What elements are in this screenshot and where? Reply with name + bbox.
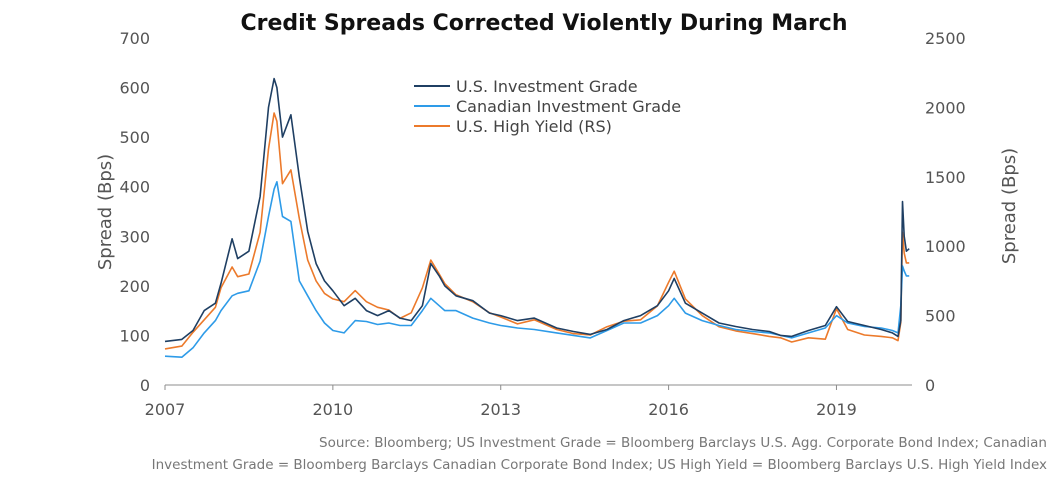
x-tick-label: 2019: [816, 400, 857, 419]
y-tick-left: 300: [119, 227, 150, 246]
y-tick-right: 500: [925, 307, 956, 326]
y-tick-left: 100: [119, 326, 150, 345]
x-tick-label: 2010: [313, 400, 354, 419]
series-line-0: [164, 77, 910, 343]
y-tick-left: 400: [119, 178, 150, 197]
y-tick-left: 700: [119, 29, 150, 48]
y-tick-right: 2500: [925, 29, 966, 48]
series-line-2: [164, 112, 910, 350]
x-axis-ticks: 2007 2010 2013 2016 2019: [145, 385, 857, 419]
legend-label: U.S. High Yield (RS): [456, 117, 612, 136]
y-tick-left: 0: [140, 376, 150, 395]
x-tick-label: 2016: [648, 400, 689, 419]
source-line-2: Investment Grade = Bloomberg Barclays Ca…: [152, 457, 1047, 473]
left-axis-ticks: 0 100 200 300 400 500 600 700: [119, 29, 150, 395]
series-line-1: [164, 181, 910, 359]
y-tick-left: 500: [119, 128, 150, 147]
y-tick-right: 0: [925, 376, 935, 395]
source-line-1: Source: Bloomberg; US Investment Grade =…: [319, 435, 1047, 451]
legend-label: Canadian Investment Grade: [456, 97, 681, 116]
y-axis-title-left: Spread (Bps): [95, 154, 116, 270]
y-axis-title-right: Spread (Bps): [999, 148, 1020, 264]
legend-label: U.S. Investment Grade: [456, 77, 638, 96]
series-lines: [164, 77, 910, 359]
x-tick-label: 2007: [145, 400, 186, 419]
chart-title: Credit Spreads Corrected Violently Durin…: [240, 11, 847, 36]
y-tick-left: 600: [119, 79, 150, 98]
y-tick-left: 200: [119, 277, 150, 296]
y-tick-right: 1500: [925, 168, 966, 187]
right-axis-ticks: 0 500 1000 1500 2000 2500: [925, 29, 966, 395]
y-tick-right: 2000: [925, 98, 966, 117]
x-tick-label: 2013: [480, 400, 521, 419]
y-tick-right: 1000: [925, 237, 966, 256]
